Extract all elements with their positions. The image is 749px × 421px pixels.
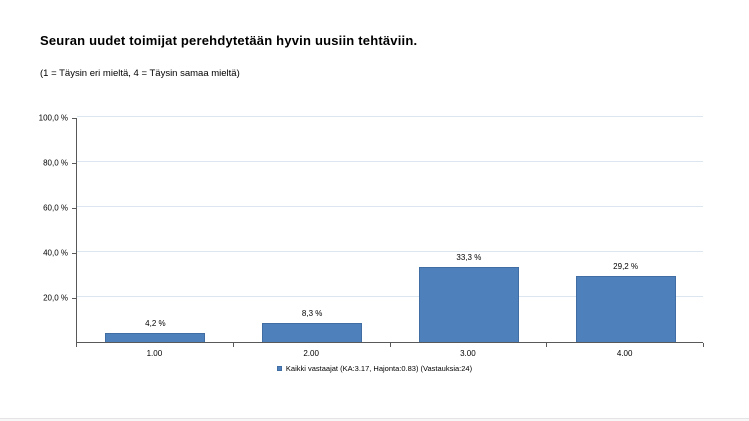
bar-value-label: 29,2 % [613,262,639,272]
plot-area: 4,2 % 8,3 % 33,3 % 29,2 % [76,116,703,343]
chart-title: Seuran uudet toimijat perehdytetään hyvi… [40,33,418,48]
bar-4.00 [575,276,676,342]
bar-1.00 [105,332,206,342]
chart-subtitle: (1 = Täysin eri mieltä, 4 = Täysin samaa… [40,68,240,79]
y-axis-tick-label: 20,0 % [43,293,68,303]
gridline-100 [77,116,703,117]
x-axis-tick-mark [703,343,704,347]
x-axis-tick-mark [546,343,548,347]
y-axis-tick-mark [72,163,76,164]
page-bottom-divider [0,418,749,419]
bar-value-label: 8,3 % [301,309,323,319]
y-axis-tick-label: 100,0 % [38,113,68,123]
x-axis-category-label: 2.00 [303,349,319,358]
y-axis-tick-mark [72,298,76,299]
legend: Kaikki vastaajat (KA:3.17, Hajonta:0.83)… [0,364,749,373]
bar-value-label: 4,2 % [145,318,166,328]
y-axis-tick-label: 40,0 % [43,248,68,258]
page-bottom-strip [0,419,749,421]
gridline-60 [77,206,703,207]
x-axis-category-label: 1.00 [146,349,163,358]
x-axis-tick-mark [76,343,77,347]
x-axis-tick-mark [232,343,234,347]
gridline-80 [77,161,703,162]
x-axis-category-label: 4.00 [616,349,633,358]
y-axis-tick-label: 60,0 % [43,203,68,213]
bar-3.00 [418,267,519,342]
gridline-20 [77,296,703,297]
y-axis-tick-mark [72,118,76,119]
x-axis-tick-mark [389,343,391,347]
bar-value-label: 33,3 % [456,253,482,263]
legend-label: Kaikki vastaajat (KA:3.17, Hajonta:0.83)… [285,364,473,373]
y-axis-tick-label: 80,0 % [43,158,68,168]
gridline-40 [77,251,703,252]
legend-swatch-icon [276,366,282,371]
x-axis-category-label: 3.00 [460,349,476,358]
bar-2.00 [262,323,363,342]
y-axis-tick-mark [72,253,76,254]
y-axis-tick-mark [72,208,76,209]
